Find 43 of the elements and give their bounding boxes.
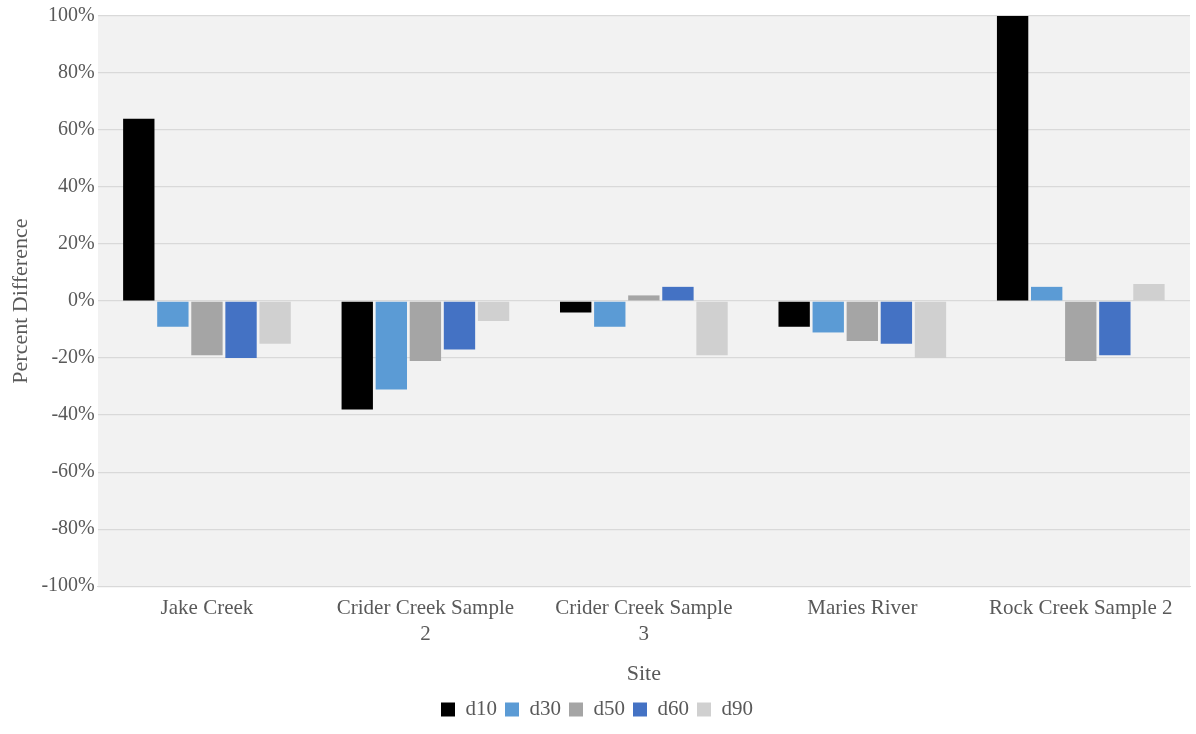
bar	[123, 118, 155, 301]
y-tick-label: 60%	[58, 117, 95, 140]
y-tick-label: -80%	[51, 516, 95, 539]
bar	[628, 295, 660, 301]
bar	[409, 301, 442, 361]
legend-label: d50	[593, 696, 625, 721]
y-tick-label: -20%	[51, 345, 95, 368]
bar	[662, 286, 694, 301]
legend-label: d90	[721, 696, 753, 721]
bar	[375, 301, 407, 390]
y-tick-label: 100%	[48, 3, 95, 26]
y-tick-label: 0%	[68, 288, 95, 311]
x-tick-label: Maries River	[807, 595, 918, 620]
legend-label: d10	[465, 696, 497, 721]
y-tick-label: -100%	[41, 573, 95, 596]
x-tick-label: Jake Creek	[160, 595, 254, 620]
x-tick-label: Crider Creek Sample 2	[336, 595, 515, 645]
bar	[225, 301, 257, 359]
bar	[560, 301, 592, 313]
bar	[594, 301, 626, 327]
bar	[846, 301, 878, 342]
bar	[341, 301, 373, 410]
y-axis-title: Percent Difference	[6, 218, 32, 384]
x-axis-title: Site	[626, 659, 661, 685]
bar	[812, 301, 844, 333]
bar	[1065, 301, 1097, 361]
y-tick-label: 40%	[58, 174, 95, 197]
bar	[1099, 301, 1131, 356]
legend-label: d30	[529, 696, 561, 721]
legend-label: d60	[657, 696, 689, 721]
y-tick-label: 80%	[58, 60, 95, 83]
bar	[191, 301, 223, 356]
bar	[1031, 286, 1063, 301]
bar	[778, 301, 810, 327]
y-tick-label: 20%	[58, 231, 95, 254]
bar	[157, 301, 189, 327]
bar	[443, 301, 476, 350]
bar	[996, 16, 1029, 301]
x-tick-label: Rock Creek Sample 2	[988, 595, 1173, 620]
bar	[880, 301, 913, 344]
y-tick-label: -60%	[51, 459, 95, 482]
y-tick-label: -40%	[51, 402, 95, 425]
x-tick-label: Crider Creek Sample 3	[555, 595, 733, 645]
